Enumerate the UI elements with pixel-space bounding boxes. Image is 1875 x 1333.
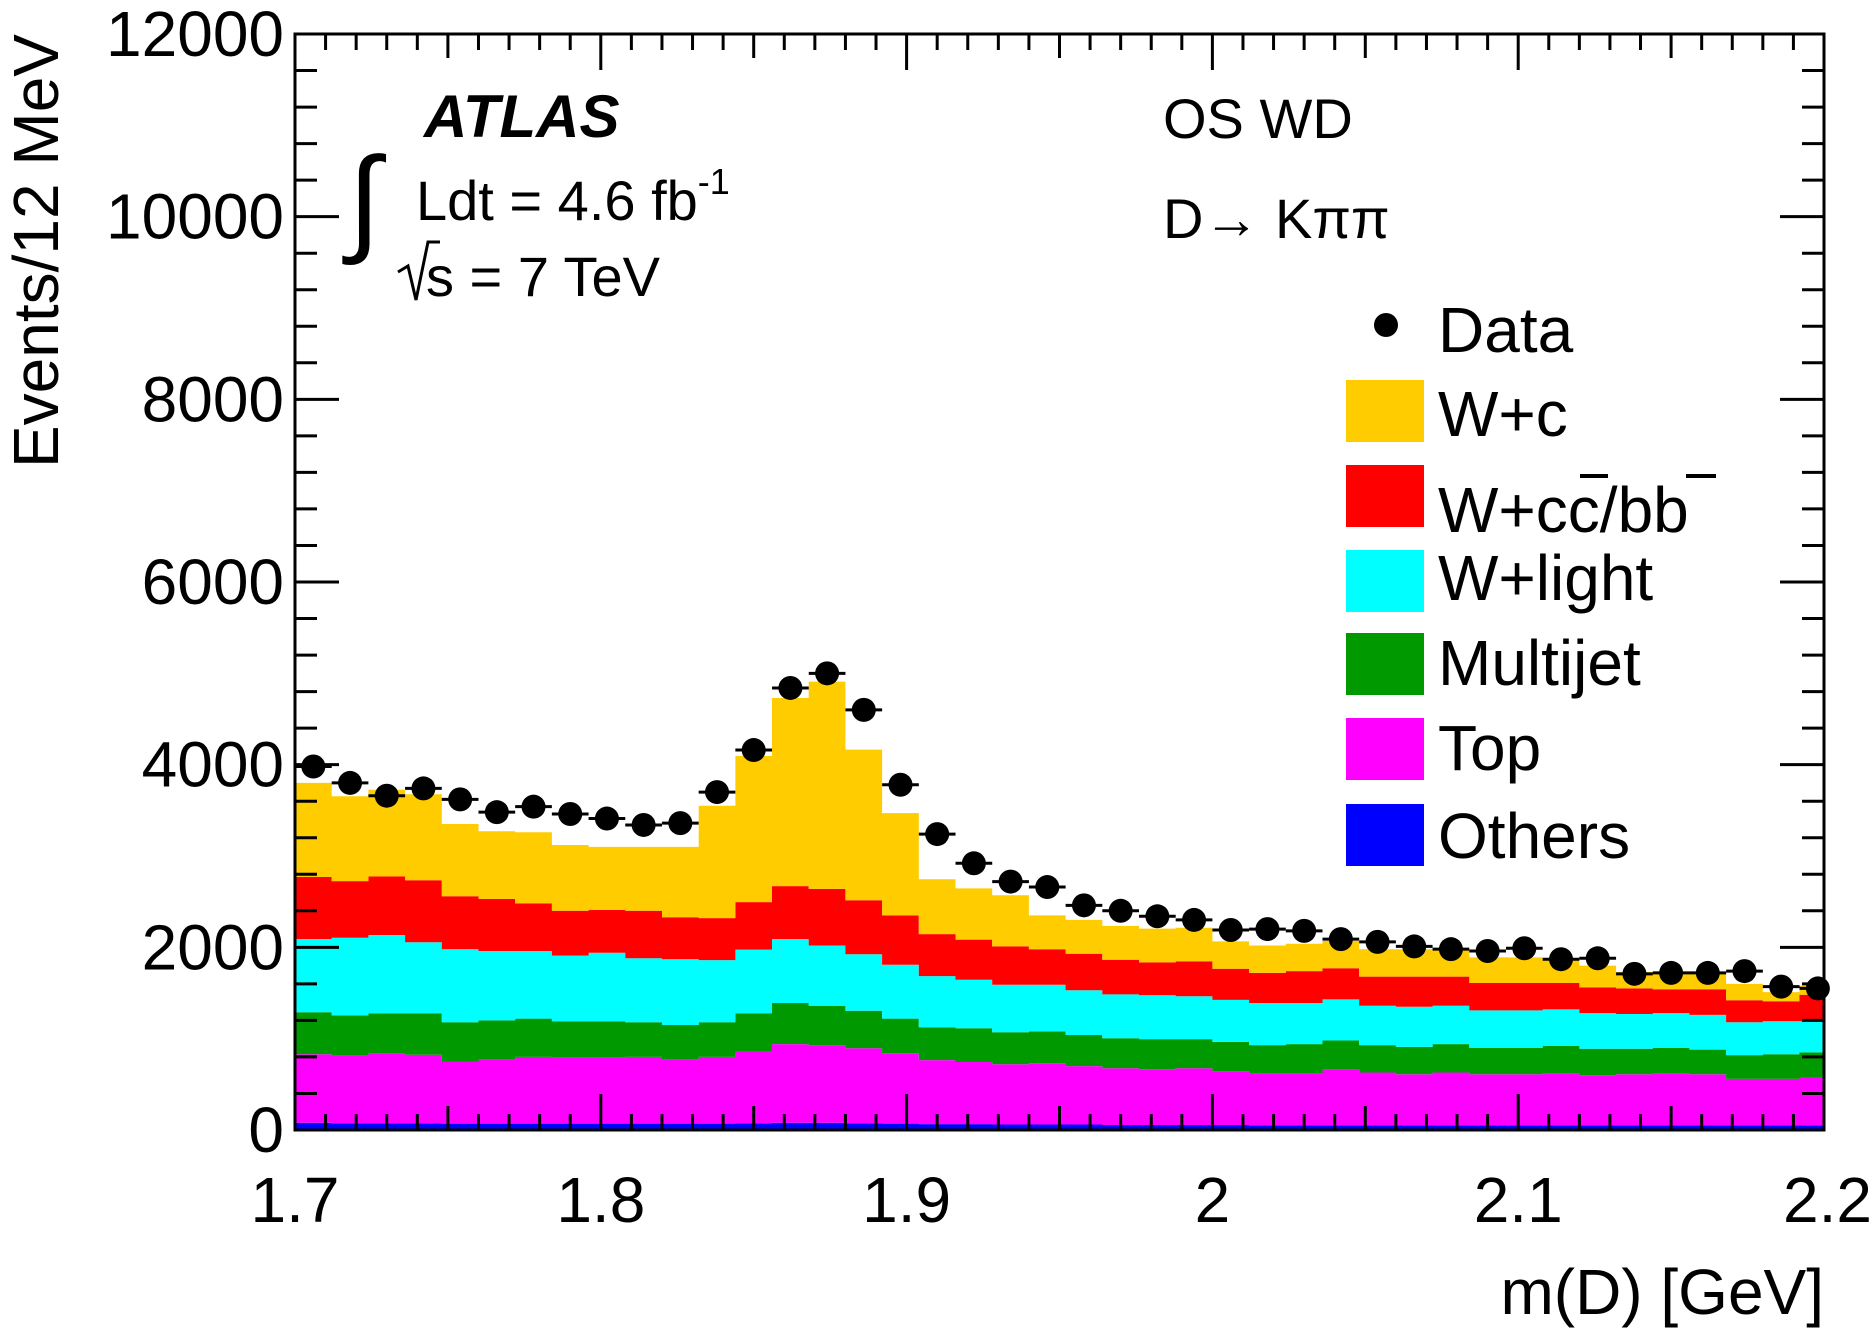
data-point	[998, 869, 1023, 894]
legend-swatch-wc	[1346, 380, 1424, 442]
legend-label-wccbb: W+cc/bb	[1438, 474, 1689, 546]
legend-label-data: Data	[1438, 294, 1574, 366]
data-point	[1659, 960, 1684, 985]
legend-label-top: Top	[1438, 712, 1541, 784]
data-point	[1182, 907, 1207, 932]
data-point	[1035, 875, 1060, 900]
y-tick-label: 6000	[142, 546, 284, 618]
data-point	[1365, 929, 1390, 954]
luminosity-label: Ldt = 4.6 fb-1	[416, 161, 730, 232]
stack-top	[295, 1044, 1824, 1126]
data-layer	[295, 661, 1830, 1001]
y-tick-label: 4000	[142, 729, 284, 801]
data-point	[1475, 938, 1500, 963]
data-point	[1218, 917, 1243, 942]
data-point	[1438, 937, 1463, 962]
atlas-label: ATLAS	[422, 83, 620, 150]
x-tick-label: 2.2	[1783, 1164, 1872, 1236]
data-point	[961, 851, 986, 876]
data-point	[1108, 898, 1133, 923]
y-tick-label: 10000	[106, 181, 284, 253]
x-tick-label: 1.7	[251, 1164, 340, 1236]
y-tick-label: 0	[248, 1094, 284, 1166]
legend-swatch-wlight	[1346, 550, 1424, 612]
data-point	[888, 772, 913, 797]
data-point	[411, 776, 436, 801]
data-point	[631, 812, 656, 837]
selection-label: OS WD	[1163, 87, 1353, 150]
stack-multijet	[295, 1003, 1824, 1079]
y-tick-label: 2000	[142, 911, 284, 983]
data-point	[1402, 934, 1427, 959]
data-point	[338, 770, 363, 795]
y-tick-label: 8000	[142, 363, 284, 435]
luminosity-text: Ldt = 4.6 fb	[416, 169, 698, 232]
x-tick-label: 1.9	[862, 1164, 951, 1236]
data-point	[741, 738, 766, 763]
data-point	[1622, 961, 1647, 986]
data-point	[1695, 960, 1720, 985]
data-point	[1255, 917, 1280, 942]
data-point	[1732, 959, 1757, 984]
data-point	[668, 811, 693, 836]
data-point	[484, 800, 509, 825]
data-point	[1328, 927, 1353, 952]
data-point	[1585, 946, 1610, 971]
data-point	[705, 780, 730, 805]
stack-layer	[295, 681, 1824, 1130]
legend-label-wccbb-text: W+cc/bb	[1438, 474, 1689, 546]
legend-label-wlight: W+light	[1438, 542, 1653, 614]
stack-w-c	[295, 681, 1824, 1002]
data-point	[594, 806, 619, 831]
atlas-annotation: ATLAS ∫ Ldt = 4.6 fb-1 s = 7 TeV OS WD D…	[342, 83, 1390, 308]
data-point	[1292, 918, 1317, 943]
data-point	[1549, 947, 1574, 972]
legend-swatch-others	[1346, 804, 1424, 866]
legend-swatch-wccbb	[1346, 465, 1424, 527]
y-tick-label: 12000	[106, 0, 284, 70]
data-point	[1145, 904, 1170, 929]
data-point	[558, 801, 583, 826]
legend-label-others: Others	[1438, 800, 1630, 872]
decay-label: D→ Kππ	[1163, 187, 1390, 250]
legend-data-marker	[1374, 313, 1398, 337]
data-point	[374, 783, 399, 808]
x-axis-label: m(D) [GeV]	[1500, 1256, 1824, 1328]
energy-label: s = 7 TeV	[426, 245, 661, 308]
data-point	[1769, 974, 1794, 999]
data-point	[851, 697, 876, 722]
luminosity-exponent: -1	[698, 161, 730, 202]
legend-swatch-multijet	[1346, 633, 1424, 695]
data-point	[815, 661, 840, 686]
tick-layer: 0 2000 4000 6000 8000 10000 12000 1.7 1.8 1.9 2 2.1…	[106, 0, 1872, 1236]
data-point	[1071, 893, 1096, 918]
x-tick-label: 2	[1195, 1164, 1231, 1236]
stack-w-light	[295, 935, 1824, 1056]
data-point	[448, 787, 473, 812]
sqrt-symbol	[397, 240, 440, 301]
legend: Data W+c W+cc/bb W+light Multijet Top Ot…	[1346, 294, 1716, 872]
legend-label-multijet: Multijet	[1438, 627, 1641, 699]
integral-symbol: ∫	[342, 134, 387, 266]
data-point	[778, 675, 803, 700]
data-point	[925, 822, 950, 847]
data-point	[301, 754, 326, 779]
stack-w-cc-bb	[295, 876, 1824, 1023]
data-point	[521, 794, 546, 819]
x-tick-label: 1.8	[556, 1164, 645, 1236]
legend-swatch-top	[1346, 718, 1424, 780]
x-tick-label: 2.1	[1474, 1164, 1563, 1236]
data-point	[1512, 936, 1537, 961]
y-axis-label: Events/12 MeV	[0, 34, 72, 468]
data-point	[1805, 976, 1830, 1001]
legend-label-wc: W+c	[1438, 378, 1568, 450]
